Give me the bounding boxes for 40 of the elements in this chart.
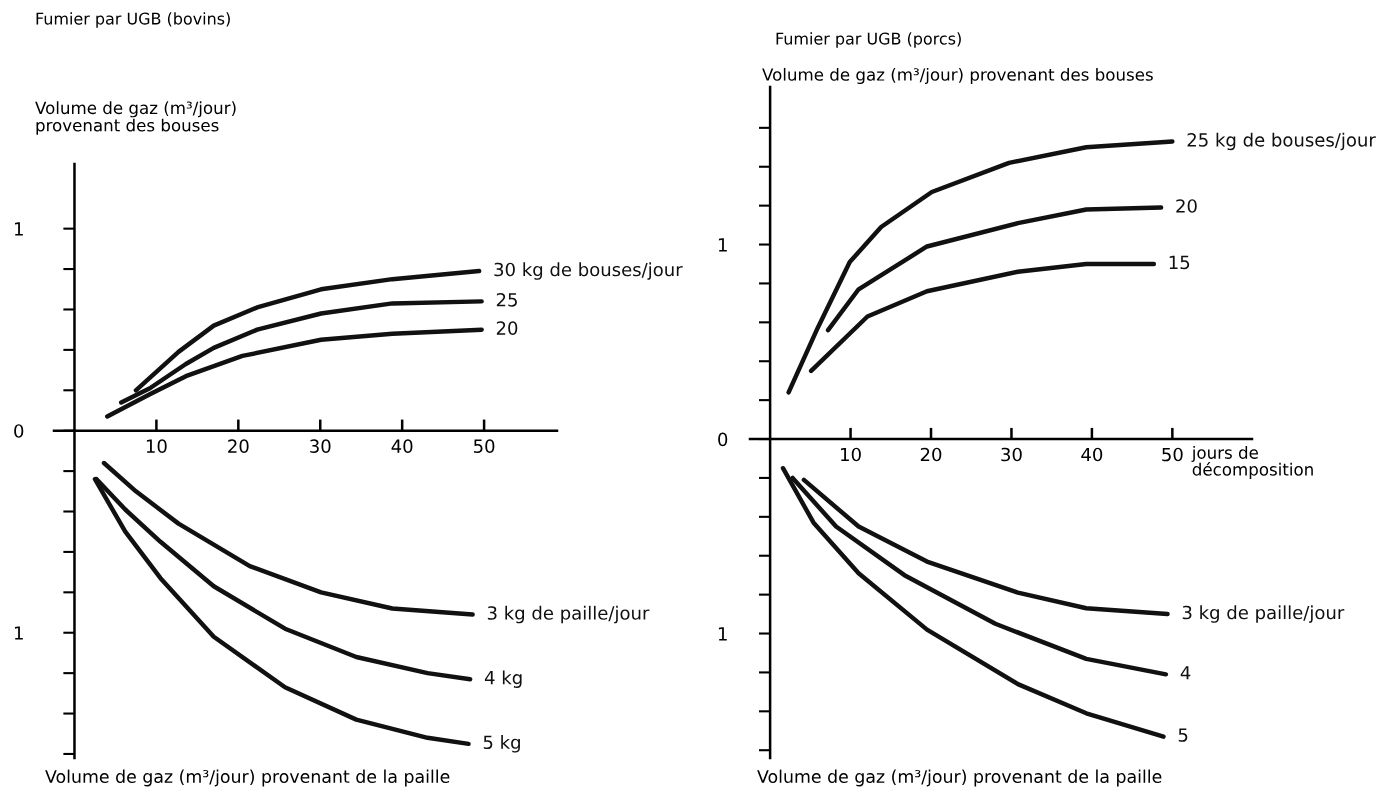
x-tick-label: 10 (841, 447, 861, 462)
y-tick-label: 0 (718, 432, 728, 447)
series-label: 25 kg de bouses/jour (1187, 132, 1376, 151)
x-tick-label: 30 (1001, 447, 1022, 462)
series-label: 3 kg de paille/jour (1182, 605, 1345, 623)
series-label: 3 kg de paille/jour (487, 605, 650, 624)
y-tick-label: 1 (14, 222, 23, 236)
y-tick-label: 1 (718, 238, 727, 252)
x-tick-label: 40 (1081, 447, 1103, 462)
y-tick-label: 0 (14, 424, 24, 438)
y-axis-title: Volume de gaz (m³/jour) provenant des bouses (35, 101, 236, 135)
line-series (808, 261, 1157, 374)
x-tick-label: 20 (920, 447, 942, 462)
series-label: 4 kg (484, 670, 522, 688)
text: Volume de gaz (m³/jour) provenant de la paille (757, 769, 1162, 787)
x-tick-label: 30 (310, 439, 331, 453)
series-label: 15 (1169, 255, 1190, 270)
series-label: 5 (1178, 728, 1188, 742)
x-tick-label: 50 (1162, 447, 1183, 462)
line-series (801, 477, 1170, 617)
series-label: 20 (1176, 199, 1197, 213)
chart-title: Fumier par UGB (porcs) (776, 32, 961, 48)
line-series (780, 465, 1166, 739)
y-tick-label: 1 (718, 627, 727, 641)
text: Volume de gaz (m³/jour) provenant de la paille (45, 769, 450, 787)
line-series (101, 460, 475, 617)
series-label: 25 (496, 292, 517, 307)
x-tick-label: 40 (391, 439, 413, 453)
chart-title: Fumier par UGB (bovins) (36, 12, 230, 28)
x-tick-label: 50 (474, 439, 495, 453)
series-label: 5 kg (483, 735, 520, 753)
x-tick-label: 20 (228, 439, 249, 453)
y-tick-label: 1 (14, 626, 23, 640)
series-label: 20 (496, 321, 518, 335)
x-axis-title: jours de décomposition (1191, 445, 1313, 479)
line-series (825, 205, 1164, 333)
series-label: 4 (1180, 666, 1191, 680)
y-axis-title: Volume de gaz (m³/jour) provenant des bouses (762, 67, 1153, 85)
x-tick-label: 10 (146, 439, 167, 453)
series-label: 30 kg de bouses/jour (494, 262, 683, 280)
